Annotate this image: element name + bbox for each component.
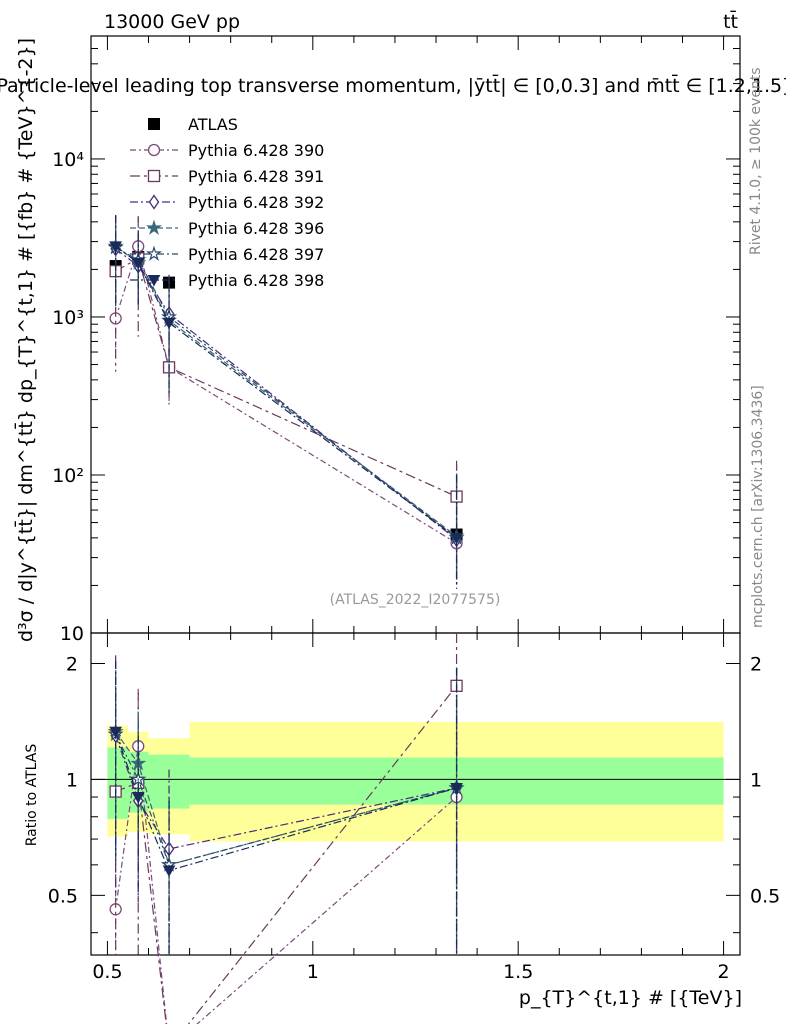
- ratio-point: [131, 792, 145, 804]
- x-tick-label: 0.5: [92, 961, 122, 983]
- x-tick-label: 1.5: [503, 961, 533, 983]
- legend-marker: [147, 169, 161, 183]
- legend-label: ATLAS: [188, 115, 238, 134]
- legend-marker: [145, 245, 163, 261]
- legend-label: Pythia 6.428 391: [188, 167, 324, 186]
- data-point: [450, 532, 463, 545]
- ratio-panel: 0.5 1 1.5 2 0.5 0.5 1 1 2 2: [48, 632, 780, 983]
- legend-marker: [148, 118, 160, 130]
- series-ratio-line: [115, 733, 457, 866]
- data-point: [109, 241, 122, 253]
- series-line: [115, 257, 457, 498]
- x-tick-label: 2: [718, 961, 730, 983]
- series-pythia-6-428-391: [109, 216, 463, 1024]
- ratio-tick-label-right: 2: [750, 653, 762, 675]
- ratio-frame: [90, 632, 741, 956]
- y-tick-label: 10²: [52, 465, 84, 487]
- series-ratio-line: [115, 731, 457, 872]
- legend-marker: [148, 194, 160, 210]
- x-tick-label: 1: [307, 961, 319, 983]
- ratio-tick-label-left: 2: [66, 653, 78, 675]
- y-tick-label: 10³: [52, 307, 84, 329]
- legend-label: Pythia 6.428 390: [188, 141, 324, 160]
- ratio-point: [450, 782, 463, 795]
- ratio-tick-label-right: 0.5: [750, 885, 780, 907]
- header-right: tt̄: [723, 9, 738, 33]
- legend-label: Pythia 6.428 392: [188, 193, 324, 212]
- rivet-label: Rivet 4.1.0, ≥ 100k events: [748, 67, 764, 255]
- legend: ATLAS Pythia 6.428 390 Pythia 6.428 391 Pyt…: [130, 115, 324, 290]
- ratio-tick-label-left: 1: [66, 769, 78, 791]
- legend-label: Pythia 6.428 396: [188, 219, 324, 238]
- y-tick-label: 10⁴: [52, 149, 84, 171]
- series-line: [115, 245, 457, 537]
- ratio-tick-label-left: 0.5: [48, 885, 78, 907]
- ratio-point: [162, 865, 176, 878]
- ratio-axis-label: Ratio to ATLAS: [24, 744, 40, 847]
- series-atlas: [109, 250, 463, 541]
- series-line: [115, 245, 457, 539]
- series-ratio-line: [115, 735, 457, 850]
- legend-marker: [147, 143, 161, 157]
- ratio-point: [109, 726, 122, 739]
- series-layer: [107, 215, 465, 1024]
- series-pythia-6-428-390: [109, 216, 463, 1024]
- chart-title: Particle-level leading top transverse mo…: [0, 73, 786, 97]
- band-inner-bin: [107, 747, 128, 819]
- series-pythia-6-428-397: [107, 216, 465, 955]
- series-pythia-6-428-392: [110, 215, 462, 955]
- series-line: [115, 248, 457, 541]
- data-point: [131, 257, 145, 270]
- legend-marker: [145, 219, 163, 235]
- series-pythia-6-428-398: [109, 215, 463, 955]
- ratio-uncertainty-bands: [107, 721, 724, 842]
- legend-label: Pythia 6.428 398: [188, 271, 324, 290]
- x-axis-label: p_{T}^{t,1} # [{TeV}]: [519, 987, 742, 1009]
- legend-label: Pythia 6.428 397: [188, 245, 324, 264]
- main-panel: 10 10² 10³ 10⁴: [52, 35, 741, 645]
- series-pythia-6-428-396: [107, 215, 465, 955]
- header-left: 13000 GeV pp: [104, 11, 240, 33]
- series-line: [115, 247, 457, 539]
- mcplots-label: mcplots.cern.ch [arXiv:1306.3436]: [750, 385, 766, 628]
- y-axis-label: d³σ / d|y^{tt̄}| dm^{tt̄} dp_{T}^{t,1} #…: [13, 38, 37, 642]
- y-tick-label: 10: [60, 623, 84, 645]
- legend-marker: [147, 275, 161, 287]
- series-ratio-line: [115, 746, 457, 1024]
- series-line: [115, 244, 457, 544]
- data-point: [162, 317, 176, 330]
- ratio-tick-label-right: 1: [750, 769, 762, 791]
- watermark: (ATLAS_2022_I2077575): [330, 592, 501, 608]
